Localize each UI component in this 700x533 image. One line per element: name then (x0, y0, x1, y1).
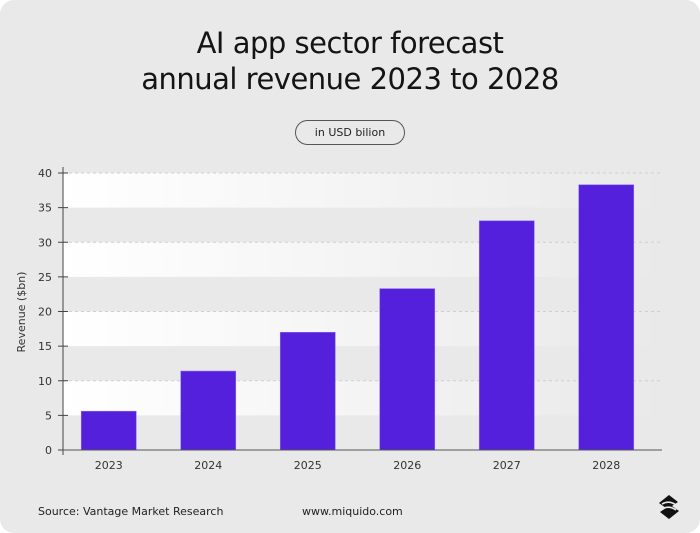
grid-band (63, 242, 660, 277)
title-line-2: annual revenue 2023 to 2028 (141, 62, 559, 96)
bar-2027 (478, 220, 535, 451)
y-tick-label: 25 (38, 271, 52, 284)
y-tick-label: 5 (45, 409, 52, 422)
y-tick-label: 15 (38, 340, 52, 353)
unit-pill: in USD bilion (295, 120, 405, 145)
y-axis-label: Revenue ($bn) (15, 272, 28, 353)
bar-2023 (80, 410, 137, 451)
y-tick-label: 35 (38, 202, 52, 215)
y-tick-label: 20 (38, 306, 52, 319)
source-text: Source: Vantage Market Research (38, 505, 224, 518)
bar-2026 (379, 288, 436, 451)
y-tick-label: 30 (38, 236, 52, 249)
y-tick-label: 0 (45, 444, 52, 457)
y-tick-label: 40 (38, 167, 52, 180)
grid-band (63, 380, 660, 416)
bar-2028 (578, 184, 635, 451)
website-link[interactable]: www.miquido.com (302, 505, 403, 518)
x-tick-label: 2026 (393, 459, 421, 472)
miquido-logo-icon (659, 495, 679, 519)
grid-band (63, 173, 660, 208)
y-tick-label: 10 (38, 375, 52, 388)
bar-2024 (180, 370, 237, 451)
x-tick-label: 2027 (493, 459, 521, 472)
title-line-1: AI app sector forecast (196, 26, 504, 60)
x-tick-label: 2024 (194, 459, 222, 472)
x-tick-label: 2023 (95, 459, 123, 472)
x-tick-label: 2028 (592, 459, 620, 472)
bar-2025 (279, 331, 336, 451)
x-tick-label: 2025 (294, 459, 322, 472)
grid-band (63, 311, 660, 347)
